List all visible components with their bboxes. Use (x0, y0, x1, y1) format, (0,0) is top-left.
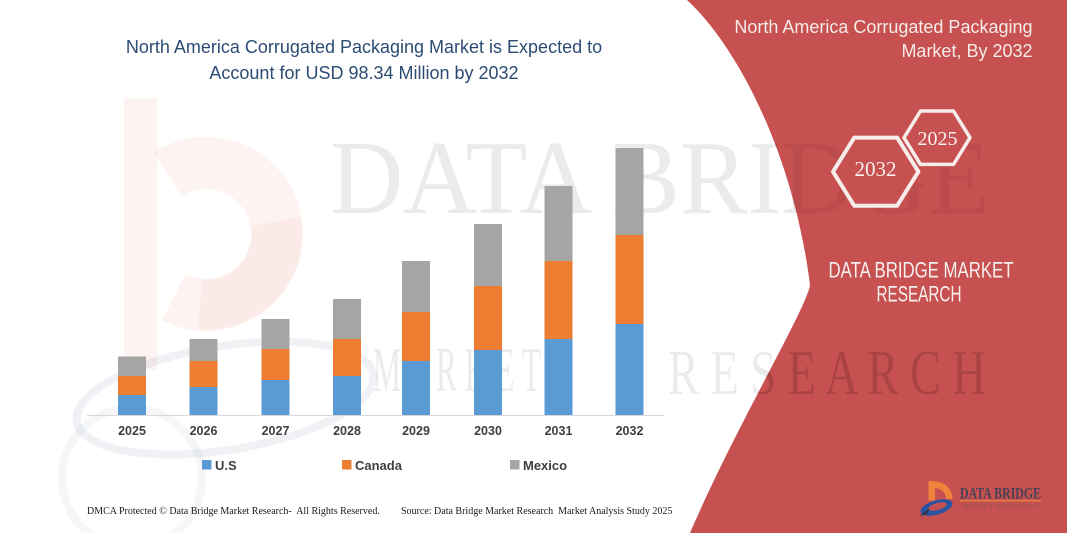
svg-text:DATA BRIDGE MARKET: DATA BRIDGE MARKET (829, 258, 1014, 283)
svg-text:2025: 2025 (918, 128, 958, 150)
svg-text:R E S E A R C H: R E S E A R C H (668, 338, 986, 408)
svg-text:M A R K E T: M A R K E T (373, 335, 541, 405)
svg-text:RESEARCH: RESEARCH (877, 282, 962, 307)
svg-text:2032: 2032 (855, 157, 897, 181)
svg-text:MARKET RESEARCH: MARKET RESEARCH (962, 504, 1038, 511)
svg-text:DATA BRIDGE: DATA BRIDGE (960, 486, 1041, 503)
